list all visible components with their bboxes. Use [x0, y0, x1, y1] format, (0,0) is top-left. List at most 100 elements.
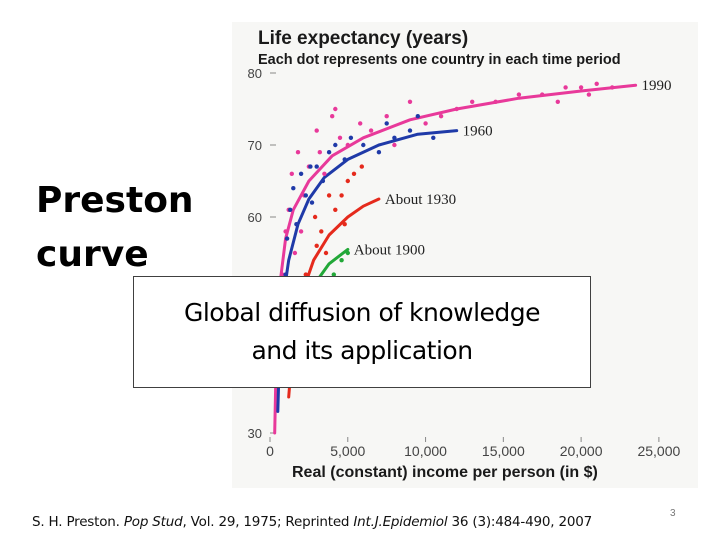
point-series-0-15 — [384, 114, 389, 119]
point-series-1-7 — [303, 193, 308, 198]
series-label-3: About 1900 — [354, 242, 425, 258]
x-tick-label-3: 15,000 — [482, 443, 525, 459]
point-series-2-6 — [319, 229, 324, 234]
chart-subtitle: Each dot represents one country in each … — [258, 52, 621, 68]
overlay-line-2: and its application — [251, 336, 473, 365]
point-series-2-7 — [323, 250, 329, 256]
preston-curve-chart: 30405060708005,00010,00015,00020,00025,0… — [232, 22, 698, 488]
point-series-2-5 — [314, 243, 319, 248]
point-series-0-13 — [358, 121, 363, 126]
point-series-1-15 — [361, 142, 366, 148]
point-series-1-5 — [294, 222, 299, 227]
point-series-2-12 — [359, 164, 364, 169]
point-series-1-4 — [291, 186, 296, 191]
x-tick-label-0: 0 — [266, 443, 274, 459]
point-series-3-6 — [339, 258, 344, 263]
point-series-1-10 — [320, 178, 326, 184]
point-series-1-1 — [283, 272, 288, 277]
point-series-0-8 — [314, 128, 319, 133]
point-series-1-23 — [308, 164, 313, 169]
series-label-1: 1960 — [463, 124, 493, 140]
point-series-1-8 — [309, 200, 315, 205]
point-series-1-3 — [288, 207, 293, 212]
x-tick-label-2: 10,000 — [404, 443, 447, 459]
point-series-0-33 — [322, 171, 327, 176]
point-series-0-17 — [407, 99, 413, 105]
chart-x-axis-label: Real (constant) income per person (in $) — [292, 464, 598, 481]
point-series-0-5 — [295, 150, 301, 155]
point-series-0-20 — [454, 106, 459, 112]
point-series-0-25 — [555, 99, 560, 105]
point-series-0-21 — [470, 99, 475, 105]
point-series-0-19 — [438, 114, 444, 119]
point-series-0-4 — [289, 171, 294, 176]
point-series-0-22 — [493, 99, 498, 105]
x-tick-label-1: 5,000 — [330, 443, 365, 459]
point-series-1-2 — [284, 236, 290, 241]
point-series-2-8 — [333, 207, 338, 212]
citation-author: S. H. Preston. — [32, 514, 120, 530]
overlay-line-1: Global diffusion of knowledge — [183, 298, 541, 327]
citation-journal: Pop Stud — [123, 514, 183, 530]
point-series-1-19 — [415, 114, 420, 119]
point-series-0-2 — [283, 229, 288, 234]
point-series-0-12 — [345, 142, 350, 148]
point-series-3-5 — [331, 272, 336, 277]
x-tick-label-5: 25,000 — [637, 443, 680, 459]
y-tick-label-4: 70 — [248, 138, 262, 153]
point-series-0-24 — [540, 92, 545, 97]
point-series-0-14 — [368, 128, 374, 133]
point-series-1-16 — [376, 150, 382, 155]
y-tick-label-3: 60 — [248, 210, 262, 225]
y-tick-label-5: 80 — [248, 66, 262, 81]
point-series-1-9 — [314, 164, 319, 169]
point-series-0-18 — [423, 121, 428, 126]
slide-title: Preston curve — [36, 174, 194, 282]
point-series-1-21 — [384, 121, 389, 126]
point-series-1-14 — [348, 135, 354, 140]
point-series-0-27 — [578, 85, 584, 90]
page-number: 3 — [670, 508, 676, 519]
point-series-2-14 — [326, 193, 332, 198]
point-series-1-17 — [392, 135, 397, 140]
point-series-3-7 — [345, 250, 350, 256]
point-series-0-1 — [280, 272, 285, 277]
point-series-1-12 — [333, 142, 338, 148]
citation-details: , Vol. 29, 1975; Reprinted — [182, 514, 354, 530]
point-series-2-10 — [345, 178, 350, 184]
citation-reprint-details: 36 (3):484-490, 2007 — [447, 514, 593, 530]
point-series-2-3 — [303, 272, 308, 277]
point-series-0-29 — [594, 81, 599, 86]
chart-tick-labels: 30405060708005,00010,00015,00020,00025,0… — [248, 66, 681, 459]
point-series-0-34 — [333, 106, 338, 112]
point-series-0-23 — [516, 92, 522, 97]
citation-reprint-journal: Int.J.Epidemiol — [353, 514, 448, 530]
point-series-0-9 — [317, 150, 322, 155]
point-series-1-11 — [326, 150, 332, 155]
point-series-1-20 — [431, 135, 436, 140]
point-series-0-31 — [292, 250, 298, 256]
y-tick-label-0: 30 — [248, 426, 262, 441]
slide-title-line-1: Preston — [36, 180, 194, 221]
point-series-1-6 — [298, 171, 304, 176]
series-label-0: 1990 — [642, 78, 672, 94]
series-label-2: About 1930 — [385, 192, 456, 208]
point-series-0-28 — [586, 92, 592, 97]
x-tick-label-4: 20,000 — [560, 443, 603, 459]
point-series-0-32 — [298, 229, 304, 234]
point-series-0-30 — [610, 85, 615, 90]
chart-title: Life expectancy (years) — [258, 28, 469, 49]
point-series-0-10 — [330, 114, 335, 119]
point-series-1-13 — [342, 157, 347, 162]
point-series-0-11 — [337, 135, 343, 140]
point-series-2-15 — [342, 222, 347, 227]
citation: S. H. Preston. Pop Stud, Vol. 29, 1975; … — [32, 514, 592, 530]
overlay-callout-box: Global diffusion of knowledge and its ap… — [133, 276, 591, 388]
chart-canvas: 30405060708005,00010,00015,00020,00025,0… — [248, 66, 681, 459]
point-series-0-26 — [563, 85, 568, 90]
point-series-2-9 — [339, 193, 344, 198]
point-series-2-13 — [312, 214, 318, 220]
point-series-0-16 — [392, 142, 397, 148]
point-series-1-18 — [407, 128, 413, 133]
point-series-2-11 — [351, 171, 357, 176]
